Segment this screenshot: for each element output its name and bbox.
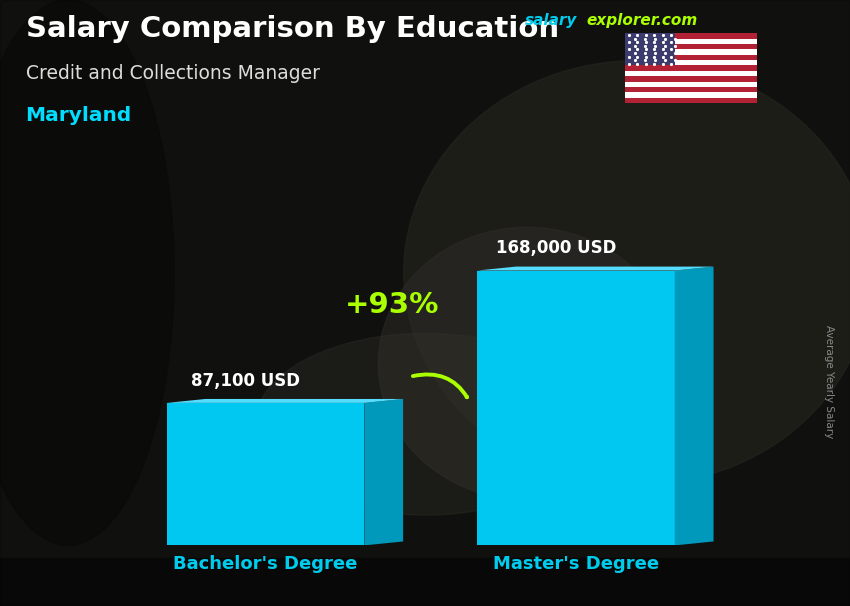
Bar (167, 403, 365, 545)
Bar (625, 65, 756, 71)
Bar (625, 33, 756, 39)
Text: +93%: +93% (345, 291, 439, 319)
Text: Salary Comparison By Education: Salary Comparison By Education (26, 15, 558, 43)
Text: 168,000 USD: 168,000 USD (496, 239, 616, 258)
Ellipse shape (0, 0, 174, 545)
Text: 87,100 USD: 87,100 USD (191, 372, 300, 390)
Text: explorer.com: explorer.com (586, 13, 698, 28)
Text: salary: salary (525, 13, 578, 28)
Bar (625, 76, 756, 82)
Ellipse shape (404, 61, 850, 485)
Polygon shape (675, 267, 713, 545)
Polygon shape (167, 399, 403, 403)
Bar (0, 558, 850, 606)
Ellipse shape (255, 333, 595, 515)
Bar (625, 39, 756, 44)
Ellipse shape (378, 227, 676, 500)
Bar (477, 270, 675, 545)
Bar (625, 82, 756, 87)
Bar (625, 60, 756, 65)
Bar (625, 98, 756, 103)
Bar (625, 33, 676, 65)
Bar (625, 50, 756, 55)
Text: Credit and Collections Manager: Credit and Collections Manager (26, 64, 320, 82)
Bar (625, 87, 756, 92)
Text: Maryland: Maryland (26, 106, 132, 125)
Polygon shape (477, 267, 713, 270)
Polygon shape (365, 399, 403, 545)
Bar (625, 55, 756, 60)
Bar (625, 71, 756, 76)
Bar (625, 44, 756, 50)
Text: Average Yearly Salary: Average Yearly Salary (824, 325, 834, 438)
Bar (625, 92, 756, 98)
